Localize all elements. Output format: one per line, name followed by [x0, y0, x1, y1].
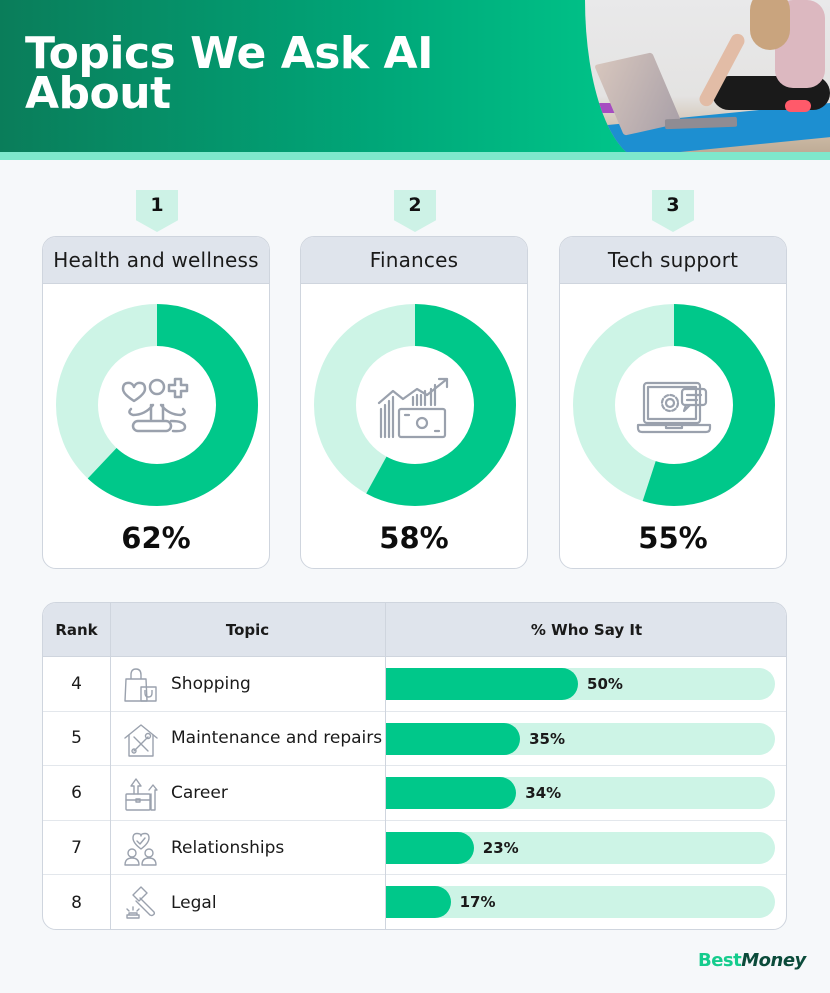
row-topic: Legal	[171, 892, 217, 913]
donut-chart-tech-support	[573, 304, 775, 506]
column-divider	[110, 603, 111, 929]
header-photo	[585, 0, 830, 160]
logo-money: Money	[741, 950, 806, 971]
row-topic: Maintenance and repairs	[171, 728, 383, 749]
table-row: 5 Maintenance and repairs 35%	[43, 712, 786, 767]
topics-table: Rank Topic % Who Say It 4 Shopping 50% 5…	[42, 602, 787, 930]
row-topic: Career	[171, 782, 228, 803]
percent-bar: 34%	[385, 777, 775, 810]
percent-label: 35%	[529, 729, 566, 748]
rank-badge-2: 2	[394, 190, 436, 232]
house-tools-icon	[124, 723, 158, 757]
percent-bar-fill	[385, 831, 474, 864]
logo-best: Best	[698, 950, 742, 971]
card-title: Finances	[301, 237, 527, 284]
gavel-icon	[126, 886, 156, 920]
topic-card-tech-support: Tech support 55%	[559, 236, 787, 569]
row-rank: 8	[71, 892, 82, 913]
bestmoney-logo: BestMoney	[698, 950, 806, 971]
topic-card-finances: Finances 58%	[300, 236, 528, 569]
row-rank: 4	[71, 673, 82, 694]
percent-bar-fill	[385, 668, 579, 700]
percent-label: 50%	[587, 675, 623, 693]
column-divider	[385, 603, 386, 929]
banner-accent-strip	[0, 152, 830, 160]
column-header-rank: Rank	[55, 621, 98, 639]
rank-badge-1: 1	[136, 190, 178, 232]
row-topic: Relationships	[171, 837, 285, 858]
percent-bar-fill	[385, 722, 521, 755]
laptop-settings-chat-icon	[636, 381, 712, 434]
topic-card-health: Health and wellness 62%	[42, 236, 270, 569]
table-row: 7 Relationships 23%	[43, 821, 786, 876]
table-row: 8 Legal 17%	[43, 875, 786, 929]
card-percent: 62%	[121, 521, 191, 555]
row-rank: 7	[71, 837, 82, 858]
row-rank: 5	[71, 728, 82, 749]
column-header-topic: Topic	[225, 621, 270, 639]
percent-bar: 50%	[385, 668, 775, 700]
meditation-wellness-icon	[121, 377, 189, 433]
percent-bar-fill	[385, 886, 451, 919]
card-title: Health and wellness	[43, 237, 269, 284]
finance-growth-money-icon	[377, 377, 449, 439]
percent-bar: 23%	[385, 831, 775, 864]
card-title: Tech support	[560, 237, 786, 284]
donut-chart-finances	[314, 304, 516, 506]
table-header: Rank Topic % Who Say It	[43, 603, 786, 657]
table-row: 4 Shopping 50%	[43, 657, 786, 712]
percent-label: 23%	[482, 838, 519, 857]
percent-bar: 35%	[385, 722, 775, 755]
row-rank: 6	[71, 782, 82, 803]
row-topic: Shopping	[171, 673, 251, 694]
photo-shoe	[785, 100, 811, 112]
percent-bar: 17%	[385, 886, 775, 919]
percent-label: 34%	[525, 784, 562, 803]
card-percent: 55%	[638, 521, 708, 555]
column-header-percent: % Who Say It	[530, 621, 643, 639]
couple-heart-icon	[124, 832, 157, 866]
page-title: Topics We Ask AI About	[25, 28, 433, 119]
card-percent: 58%	[379, 521, 449, 555]
rank-badge-3: 3	[652, 190, 694, 232]
donut-chart-health	[56, 304, 258, 506]
table-row: 6 Career 34%	[43, 766, 786, 821]
briefcase-growth-icon	[125, 778, 158, 811]
shopping-bags-icon	[124, 668, 157, 702]
header-banner: Topics We Ask AI About	[0, 0, 830, 160]
percent-label: 17%	[459, 893, 496, 912]
percent-bar-fill	[385, 777, 517, 810]
photo-person-hair	[750, 0, 790, 50]
